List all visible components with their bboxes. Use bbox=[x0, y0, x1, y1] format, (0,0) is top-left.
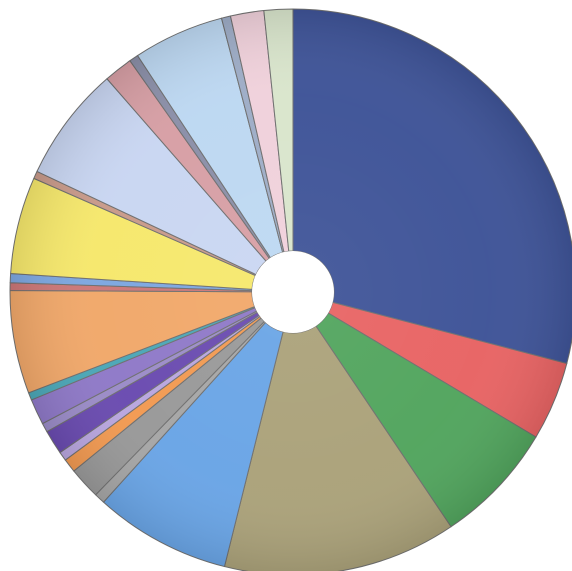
donut-hole bbox=[252, 251, 334, 333]
